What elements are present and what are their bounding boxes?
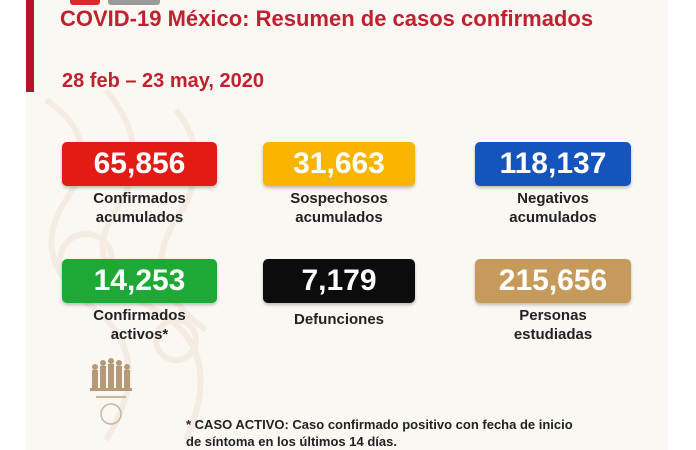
top-tab-grey (108, 0, 160, 5)
negativos-label: Negativos acumulados (509, 190, 597, 226)
footnote: * CASO ACTIVO: Caso confirmado positivo … (186, 417, 573, 449)
sospechosos-value-box: 31,663 (263, 142, 415, 186)
accent-bar (26, 0, 34, 92)
negativos-value-box: 118,137 (475, 142, 631, 186)
defunciones-value-box: 7,179 (263, 259, 415, 303)
defunciones-label: Defunciones (293, 311, 384, 328)
activos-label: Confirmados activos* (93, 307, 186, 343)
confirmados-value-box: 65,856 (62, 142, 217, 186)
government-emblem-icon (90, 358, 132, 425)
slide-background (26, 0, 668, 450)
top-tab-red (70, 0, 100, 5)
estudiadas-value-box: 215,656 (475, 259, 631, 303)
activos-value-box: 14,253 (62, 259, 217, 303)
date-range: 28 feb – 23 may, 2020 (62, 70, 264, 92)
estudiadas-label: Personas estudiadas (513, 307, 593, 343)
confirmados-label: Confirmados acumulados (93, 190, 186, 226)
sospechosos-label: Sospechosos acumulados (290, 190, 388, 226)
page-title: COVID-19 México: Resumen de casos confir… (60, 6, 594, 31)
